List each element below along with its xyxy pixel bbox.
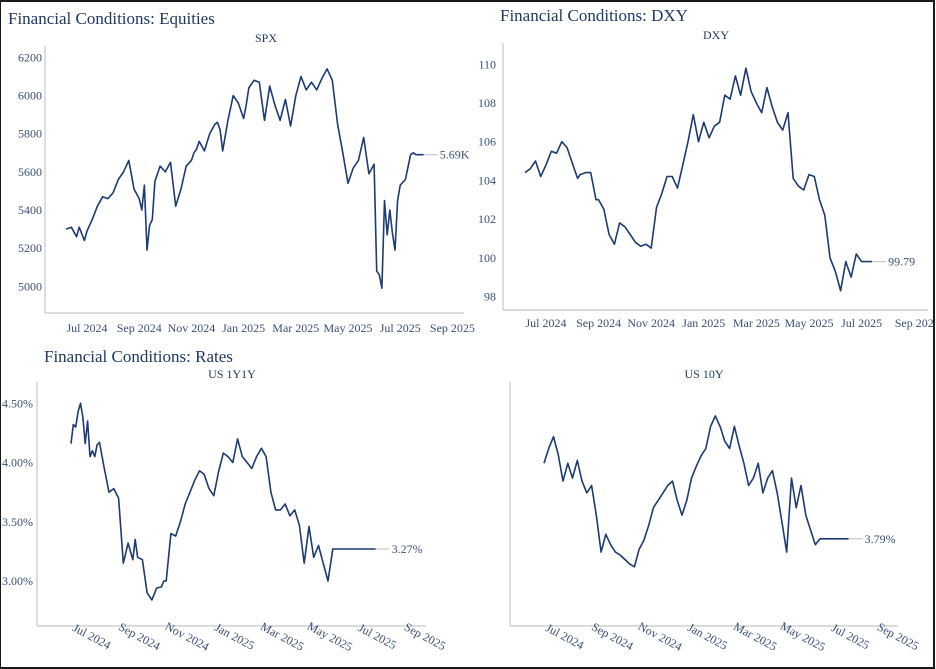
y-tick-label: 106 [478,135,496,149]
series-line-us1y1y [70,402,376,601]
series-line-us10y [543,415,849,568]
x-tick-label: Mar 2025 [731,619,779,653]
x-tick-label: Mar 2025 [272,321,319,335]
x-tick-label: Sep 2025 [430,321,475,335]
series-line-dxy [524,67,873,292]
y-tick-label: 5200 [18,241,42,255]
chart-spx: SPX 5000 5200 5400 5600 5800 6000 6200 Jul 2024 S… [18,31,475,335]
x-tick-label: Jul 2025 [380,321,421,335]
y-tick-label: 5000 [18,279,42,293]
y-tick-label: 102 [478,212,496,226]
y-tick-label: 5800 [18,127,42,141]
y-tick-label: 6200 [18,50,42,64]
x-tick-label: Mar 2025 [258,619,306,653]
x-tick-label: May 2025 [324,321,373,335]
y-tick-label: 4.00% [2,456,33,470]
y-tick-label: 5600 [18,165,42,179]
x-tick-label: Sep 2024 [576,316,621,330]
x-tick-label: Jul 2024 [525,316,566,330]
y-tick-label: 98 [484,289,496,303]
y-tick-label: 5400 [18,203,42,217]
x-tick-label: Sep 2025 [875,620,921,653]
x-tick-label: May 2025 [785,316,834,330]
x-tick-label: Jul 2024 [66,321,107,335]
x-tick-label: Jul 2025 [841,316,882,330]
x-tick-label: Nov 2024 [168,321,216,335]
end-value-label: 3.79% [865,532,896,546]
section-title-equities: Financial Conditions: Equities [8,9,215,28]
chart-subtitle: US 1Y1Y [208,367,256,381]
x-tick-label: Nov 2024 [163,619,212,654]
series-line-spx [65,68,424,290]
y-tick-label: 4.50% [2,396,33,410]
y-tick-label: 6000 [18,89,42,103]
chart-subtitle: DXY [703,28,729,42]
x-tick-label: Jan 2025 [222,321,265,335]
y-tick-label: 110 [478,57,496,71]
x-tick-label: Nov 2024 [636,619,685,654]
x-tick-label: Sep 2024 [589,620,635,653]
x-tick-label: Sep 2024 [116,620,162,653]
chart-subtitle: US 10Y [684,367,723,381]
chart-dxy: DXY 98 100 102 104 106 108 110 Jul 2024 Sep 2024 N… [478,28,934,330]
chart-subtitle: SPX [255,31,277,45]
end-value-label: 5.69K [440,148,470,162]
x-tick-label: Sep 2024 [117,321,162,335]
end-value-label: 3.27% [392,542,423,556]
x-tick-label: Sep 2025 [402,620,448,653]
y-tick-label: 104 [478,173,496,187]
y-tick-label: 3.50% [2,515,33,529]
x-tick-label: Sep 202 [895,316,934,330]
x-tick-label: Jan 2025 [682,316,725,330]
y-tick-label: 100 [478,251,496,265]
x-tick-label: Mar 2025 [733,316,780,330]
x-tick-label: May 2025 [305,619,355,654]
y-tick-label: 108 [478,96,496,110]
x-tick-label: Jan 2025 [212,620,257,653]
x-tick-label: May 2025 [778,619,828,654]
section-title-rates: Financial Conditions: Rates [44,347,233,366]
x-tick-label: Jan 2025 [685,620,730,653]
section-title-dxy: Financial Conditions: DXY [500,6,688,25]
end-value-label: 99.79 [888,255,915,269]
y-tick-label: 3.00% [2,574,33,588]
x-tick-label: Nov 2024 [627,316,675,330]
